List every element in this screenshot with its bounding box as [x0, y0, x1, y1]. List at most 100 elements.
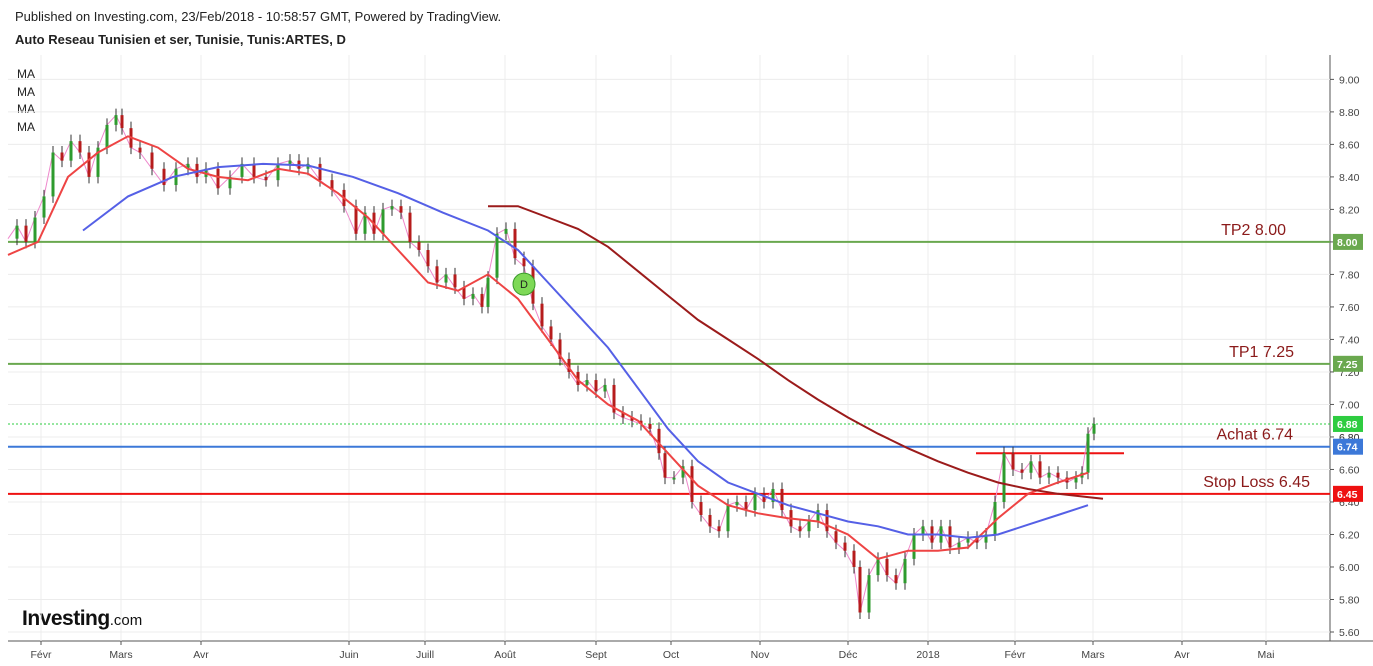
- x-tick-label: 2018: [916, 649, 940, 661]
- level-price-tag: [1333, 485, 1363, 502]
- candle-body: [1047, 472, 1051, 478]
- last-price-tag-label: 6.88: [1337, 419, 1358, 431]
- candle-body: [663, 453, 667, 478]
- ma-label-1[interactable]: MA: [17, 67, 35, 81]
- candle-body: [114, 115, 118, 125]
- candle-body: [603, 384, 607, 392]
- candle-body: [96, 147, 100, 177]
- candle-body: [444, 274, 448, 283]
- candle-body: [957, 542, 961, 548]
- candle-body: [708, 514, 712, 527]
- candle-body: [363, 212, 367, 234]
- ma-label-4[interactable]: MA: [17, 119, 35, 134]
- x-tick-label: Nov: [751, 649, 770, 661]
- level-price-tag: [1333, 233, 1363, 250]
- candle-body: [1038, 461, 1042, 478]
- x-tick-label: Mai: [1258, 649, 1275, 661]
- level-price-tag: [1333, 355, 1363, 372]
- candle-body: [657, 428, 661, 454]
- candle-body: [276, 163, 280, 181]
- ma-label-2[interactable]: MA: [17, 84, 35, 99]
- x-tick-label: Févr: [31, 649, 53, 661]
- level-label: Achat 6.74: [1217, 427, 1294, 444]
- y-tick-label: 8.80: [1339, 107, 1360, 119]
- candle-body: [648, 423, 652, 429]
- candle-body: [1086, 433, 1090, 473]
- candle-body: [87, 152, 91, 177]
- level-price-tag-label: 6.45: [1337, 489, 1358, 501]
- candle-body: [504, 228, 508, 234]
- level-label: Stop Loss 6.45: [1203, 474, 1310, 491]
- candle-body: [816, 510, 820, 522]
- candle-body: [138, 147, 142, 153]
- candle-body: [69, 141, 73, 161]
- y-tick-label: 8.60: [1339, 139, 1360, 151]
- candle-body: [228, 176, 232, 189]
- ma-label-3[interactable]: MA: [17, 102, 35, 116]
- candle-body: [807, 521, 811, 532]
- logo-domain: .com: [109, 612, 143, 629]
- candle-body: [435, 266, 439, 283]
- candle-body: [522, 258, 526, 267]
- level-price-tag-label: 6.74: [1337, 442, 1358, 454]
- y-tick-label: 5.80: [1339, 594, 1360, 606]
- candle-body: [390, 206, 394, 210]
- level-price-tag-label: 8.00: [1337, 237, 1358, 249]
- candle-body: [639, 420, 643, 424]
- investing-logo: Investing.com: [22, 607, 142, 631]
- candle-body: [798, 526, 802, 532]
- candle-body: [288, 160, 292, 164]
- candle-body: [744, 501, 748, 511]
- x-tick-label: Sept: [585, 649, 607, 661]
- moving-average-line: [488, 205, 1104, 500]
- y-tick-label: 7.00: [1339, 399, 1360, 411]
- candle-body: [771, 488, 775, 502]
- candle-body: [630, 417, 634, 421]
- candle-body: [540, 303, 544, 327]
- candle-body: [417, 241, 421, 251]
- candle-body: [453, 274, 457, 288]
- y-tick-label: 6.20: [1339, 529, 1360, 541]
- moving-average-line: [82, 162, 1089, 539]
- candle-body: [903, 558, 907, 584]
- candle-body: [585, 380, 589, 385]
- candle-body: [594, 380, 598, 392]
- candle-body: [894, 575, 898, 584]
- x-tick-label: Févr: [1005, 649, 1027, 661]
- candle-body: [858, 566, 862, 613]
- candle-body: [753, 493, 757, 511]
- y-tick-label: 5.60: [1339, 627, 1360, 639]
- candle-body: [15, 225, 19, 239]
- candle-body: [486, 277, 490, 307]
- candle-body: [567, 358, 571, 372]
- candle-body: [975, 537, 979, 543]
- y-tick-label: 8.40: [1339, 172, 1360, 184]
- y-tick-label: 7.80: [1339, 269, 1360, 281]
- candle-body: [549, 326, 553, 340]
- candle-body: [186, 163, 190, 169]
- candle-body: [558, 339, 562, 359]
- candle-body: [252, 163, 256, 177]
- candle-body: [867, 575, 871, 613]
- candle-body: [24, 225, 28, 242]
- candle-body: [825, 510, 829, 532]
- y-tick-label: 6.00: [1339, 562, 1360, 574]
- candle-body: [1020, 469, 1024, 473]
- candle-body: [240, 163, 244, 177]
- candle-body: [105, 124, 109, 148]
- candle-body: [843, 542, 847, 551]
- level-price-tag-label: 7.25: [1337, 359, 1358, 371]
- level-price-tag: [1333, 438, 1363, 455]
- x-tick-label: Août: [494, 649, 516, 661]
- candle-body: [33, 217, 37, 242]
- candle-body: [612, 384, 616, 413]
- candle-body: [735, 501, 739, 506]
- candle-body: [330, 180, 334, 190]
- logo-brand: Investing: [22, 607, 110, 630]
- candle-body: [876, 558, 880, 576]
- x-tick-label: Mars: [1081, 649, 1104, 661]
- candle-body: [1056, 472, 1060, 478]
- candle-body: [462, 287, 466, 299]
- candle-body: [426, 250, 430, 267]
